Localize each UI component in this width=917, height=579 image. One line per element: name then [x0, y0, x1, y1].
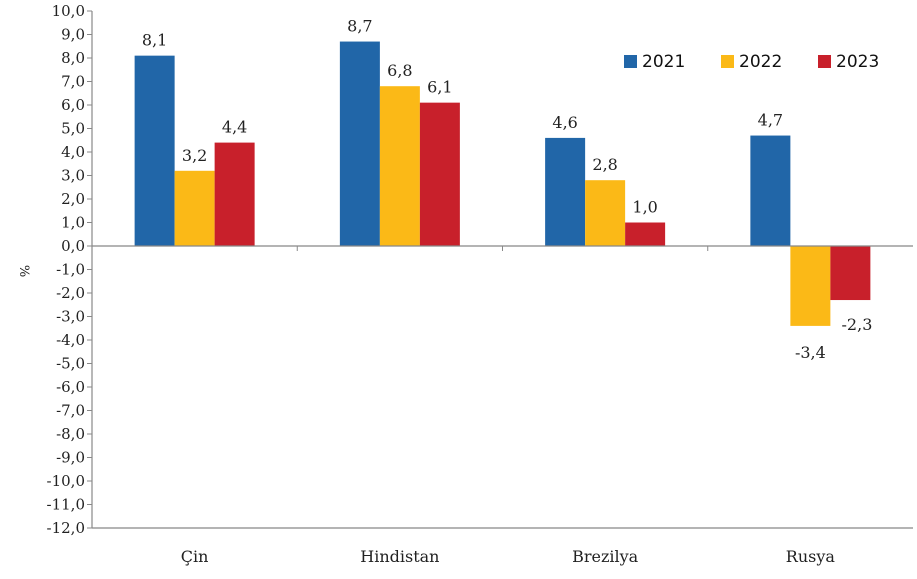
category-label: Rusya: [786, 547, 836, 566]
axes: [91, 11, 913, 529]
y-tick-label: -9,0: [56, 449, 85, 467]
y-tick-label: -7,0: [56, 402, 85, 420]
y-tick-label: -1,0: [56, 261, 85, 279]
legend-swatch: [721, 55, 734, 68]
y-tick-label: 1,0: [61, 214, 85, 232]
legend-swatch: [624, 55, 637, 68]
y-axis: 10,0 9,0 8,0 7,0 6,0 5,0 4,0 3,0 2,0 1,0 0,0 -1,0 -2…: [47, 2, 92, 537]
bar: [545, 137, 586, 246]
data-label: 1,0: [632, 198, 657, 217]
data-label: 8,7: [347, 17, 372, 36]
y-tick-label: 9,0: [61, 26, 85, 44]
y-tick-label: -12,0: [47, 519, 85, 537]
y-tick-label: 4,0: [61, 143, 85, 161]
bar: [419, 102, 460, 247]
legend-label: 2023: [836, 52, 879, 72]
bar: [585, 180, 626, 246]
y-tick-label: 2,0: [61, 190, 85, 208]
data-label: 8,1: [142, 31, 167, 50]
bar: [339, 41, 380, 246]
bar: [379, 86, 420, 246]
data-label: -2,3: [842, 315, 873, 334]
y-tick-label: 10,0: [52, 2, 85, 20]
legend: 2021 2022 2023: [624, 52, 879, 72]
legend-swatch: [818, 55, 831, 68]
y-tick-label: 0,0: [61, 237, 85, 255]
bars: [134, 41, 871, 326]
y-tick-label: -5,0: [56, 355, 85, 373]
data-label: -3,4: [795, 343, 826, 362]
y-tick-label: 8,0: [61, 49, 85, 67]
bar: [625, 222, 666, 246]
y-tick-label: 3,0: [61, 167, 85, 185]
y-tick-label: -3,0: [56, 308, 85, 326]
bar: [214, 142, 255, 246]
y-tick-label: -11,0: [47, 496, 85, 514]
category-label: Brezilya: [572, 547, 639, 566]
data-label: 4,6: [552, 113, 577, 132]
category-label: Çin: [181, 547, 209, 566]
x-axis: Çin Hindistan Brezilya Rusya: [181, 547, 836, 566]
bar: [790, 246, 831, 326]
data-label: 6,1: [427, 78, 452, 97]
bar: [134, 55, 175, 247]
y-tick-label: -2,0: [56, 284, 85, 302]
y-tick-label: -4,0: [56, 331, 85, 349]
data-label: 6,8: [387, 61, 412, 80]
bar: [830, 246, 871, 301]
y-tick-label: -6,0: [56, 378, 85, 396]
y-tick-label: -8,0: [56, 425, 85, 443]
y-tick-label: 5,0: [61, 120, 85, 138]
data-label: 4,4: [222, 118, 247, 137]
y-axis-label: %: [16, 265, 31, 277]
y-tick-label: -10,0: [47, 472, 85, 490]
y-tick-label: 7,0: [61, 73, 85, 91]
y-tick-label: 6,0: [61, 96, 85, 114]
category-label: Hindistan: [360, 547, 439, 566]
data-label: 2,8: [592, 155, 617, 174]
data-labels: 8,1 3,2 4,4 8,7 6,8 6,1 4,6 2,8 1,0 4,7 -3,4 -2,3: [142, 17, 872, 362]
bar: [174, 170, 215, 246]
legend-label: 2021: [642, 52, 685, 72]
bar: [750, 135, 791, 246]
legend-label: 2022: [739, 52, 782, 72]
data-label: 3,2: [182, 146, 207, 165]
data-label: 4,7: [758, 111, 783, 130]
